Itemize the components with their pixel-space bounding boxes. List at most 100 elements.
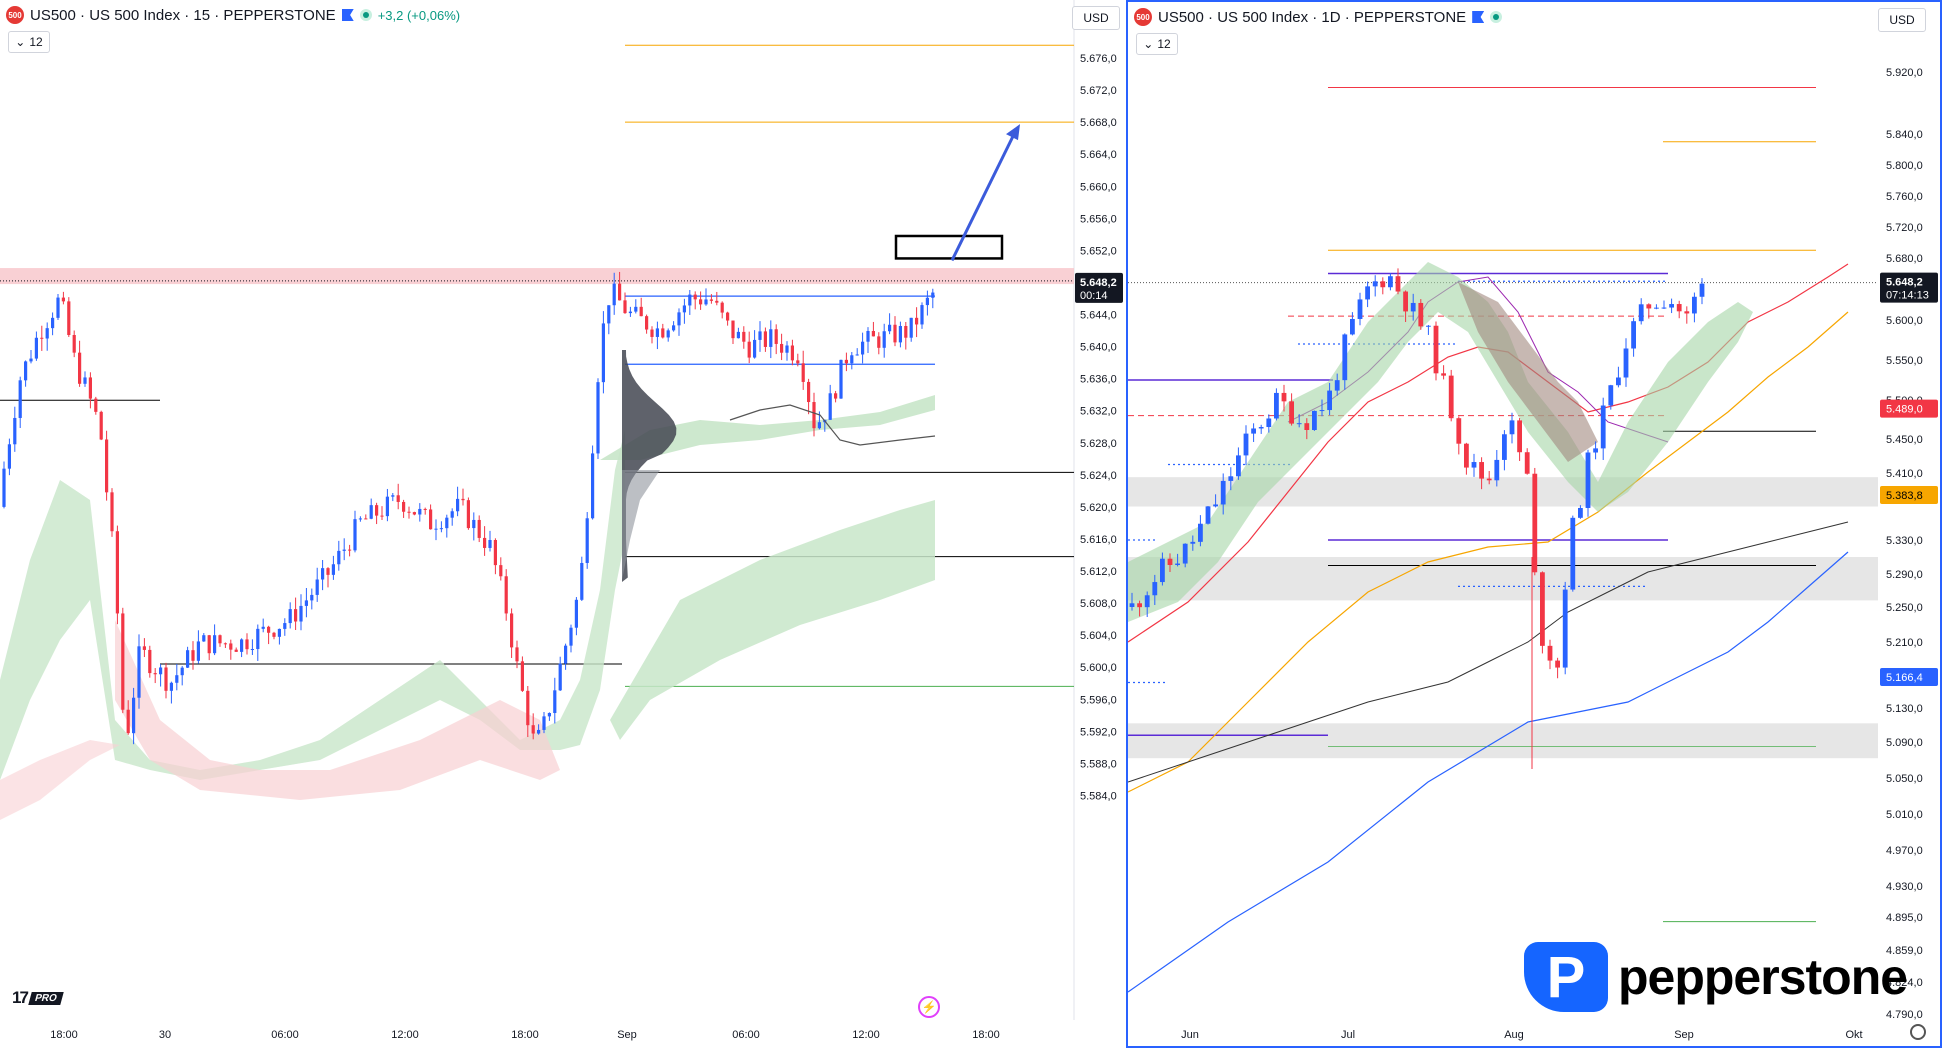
chart-title[interactable]: US500 · US 500 Index · 1D · PEPPERSTONE (1158, 8, 1467, 26)
lightning-icon[interactable]: ⚡ (918, 996, 940, 1018)
candle-body (34, 337, 38, 359)
candle-body (1258, 427, 1264, 429)
candle-body (1205, 506, 1211, 524)
indicator-toggle[interactable]: ⌄ 12 (8, 31, 50, 53)
candle-body (423, 508, 427, 510)
candle-body (288, 609, 292, 624)
candle-body (688, 294, 692, 306)
candle-body (61, 297, 65, 302)
currency-selector[interactable]: USD (1878, 8, 1926, 32)
ma-value-label: 5.383,8 (1886, 490, 1923, 502)
candle-body (531, 725, 535, 734)
candle-body (348, 549, 352, 551)
chart-title[interactable]: US500 · US 500 Index · 15 · PEPPERSTONE (30, 6, 336, 24)
ma-value-label: 5.489,0 (1886, 404, 1923, 416)
flag-icon[interactable] (341, 9, 354, 21)
candle-body (780, 343, 784, 353)
candle-body (477, 519, 481, 538)
support-zone (1128, 723, 1878, 759)
chart-pane-15m[interactable]: 5.676,0 5.672,0 5.668,0 5.664,0 5.660,0 5.656… (0, 0, 1124, 1048)
candle-body (169, 682, 173, 691)
candle-body (515, 647, 519, 662)
price-tick-label: 5.800,0 (1886, 160, 1923, 172)
price-tick-label: 5.584,0 (1080, 790, 1117, 802)
candle-body (121, 613, 125, 710)
indicator-toggle[interactable]: ⌄ 12 (1136, 33, 1178, 55)
candle-body (40, 337, 44, 339)
time-tick-label: 30 (159, 1029, 171, 1041)
candle-body (769, 329, 773, 347)
pepperstone-wordmark: pepperstone (1618, 949, 1908, 1005)
candle-body (1570, 517, 1576, 590)
price-tick-label: 5.090,0 (1886, 737, 1923, 749)
candle-body (742, 331, 746, 342)
candle-body (1144, 595, 1150, 608)
legend-header: 500 US500 · US 500 Index · 1D · PEPPERST… (1134, 8, 1503, 26)
candle-body (585, 518, 589, 563)
candle-body (1319, 410, 1325, 412)
time-tick-label: 18:00 (511, 1029, 539, 1041)
price-tick-label: 5.550,0 (1886, 355, 1923, 367)
price-tick-label: 5.660,0 (1080, 181, 1117, 193)
ma-ribbon-red (115, 620, 560, 800)
candle-body (661, 328, 665, 338)
candle-body (1494, 459, 1500, 481)
candle-body (634, 306, 638, 312)
gear-icon[interactable] (1910, 1024, 1926, 1040)
price-tick-label: 5.760,0 (1886, 191, 1923, 203)
candle-body (861, 341, 865, 355)
price-tick-label: 5.720,0 (1886, 222, 1923, 234)
vwap-line (729, 404, 936, 446)
price-tick-label: 5.668,0 (1080, 117, 1117, 129)
candle-body (1676, 304, 1682, 312)
candle-body (526, 690, 530, 726)
time-tick-label: 18:00 (972, 1029, 1000, 1041)
candle-body (1167, 558, 1173, 565)
candle-body (7, 444, 11, 469)
ema-cloud-bearish (1458, 282, 1598, 462)
candle-body (574, 599, 578, 628)
pro-badge: PRO (28, 991, 64, 1005)
candle-body (650, 329, 654, 337)
candle-body (56, 297, 60, 318)
price-tick-label: 4.824,0 (1886, 977, 1923, 989)
candle-body (736, 331, 740, 339)
candle-body (1486, 478, 1492, 481)
candle-body (1198, 523, 1203, 542)
candle-body (1388, 276, 1393, 288)
candle-body (461, 498, 465, 501)
candle-body (1152, 582, 1158, 596)
tradingview-logo[interactable]: 17 PRO (12, 988, 64, 1008)
ma-100-line (1128, 311, 1849, 793)
candle-body (537, 729, 541, 734)
candle-body (1532, 473, 1538, 573)
chart-pane-1d[interactable]: 5.920,0 5.840,0 5.800,0 5.760,0 5.720,0 5.680… (1126, 0, 1942, 1048)
candle-body (1608, 385, 1614, 406)
candle-body (834, 393, 838, 399)
price-tick-label: 5.840,0 (1886, 129, 1923, 141)
candle-body (850, 355, 854, 364)
candle-body (88, 377, 92, 399)
candle-body (1129, 603, 1135, 607)
flag-icon[interactable] (1472, 11, 1485, 23)
price-tick-label: 5.600,0 (1080, 662, 1117, 674)
price-tick-label: 5.010,0 (1886, 809, 1923, 821)
candle-body (164, 667, 168, 691)
bar-countdown: 07:14:13 (1886, 290, 1929, 302)
candle-body (234, 649, 238, 652)
candle-body (245, 639, 249, 650)
candle-body (72, 334, 76, 353)
candle-body (250, 649, 254, 651)
candle-body (1585, 452, 1591, 508)
candle-body (218, 635, 222, 644)
candle-body (898, 325, 902, 343)
currency-selector[interactable]: USD (1072, 6, 1120, 30)
candle-body (547, 713, 551, 717)
chart-15m-canvas[interactable]: 5.676,0 5.672,0 5.668,0 5.664,0 5.660,0 5.656… (0, 0, 1124, 1048)
candle-body (1426, 325, 1431, 327)
price-tick-label: 5.050,0 (1886, 773, 1923, 785)
candle-body (709, 299, 713, 301)
candle-body (1266, 418, 1272, 428)
chart-1d-canvas[interactable]: 5.920,0 5.840,0 5.800,0 5.760,0 5.720,0 5.680… (1128, 2, 1942, 1048)
candle-body (137, 646, 141, 698)
